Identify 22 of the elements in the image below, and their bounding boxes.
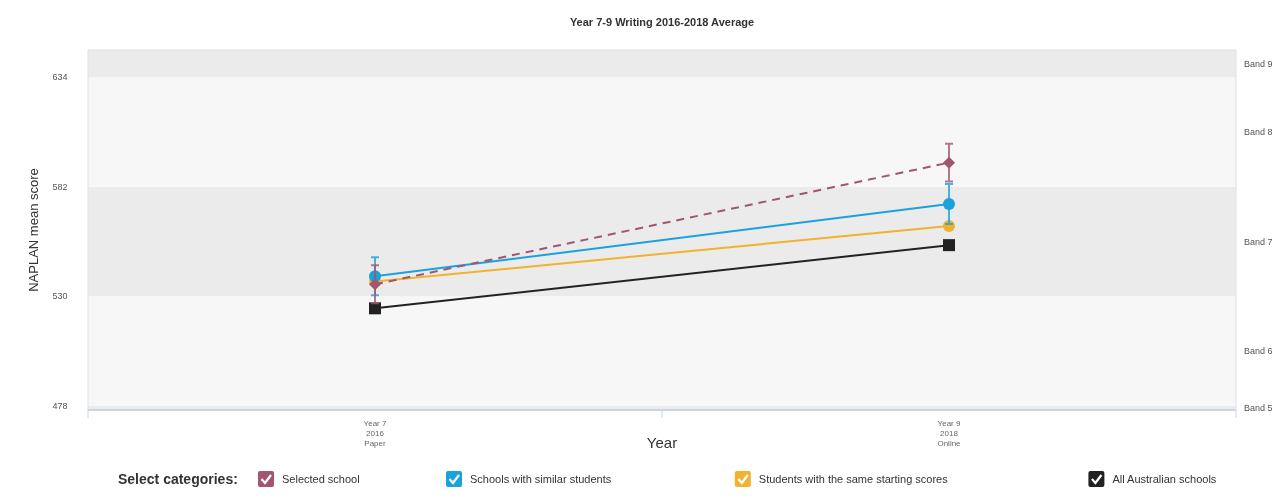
x-tick-label: Year 9 2018 Online: [937, 419, 962, 448]
legend-label: Students with the same starting scores: [758, 473, 949, 485]
band-label: Band 7: [1244, 236, 1273, 247]
legend-title: Select categories:: [118, 471, 238, 487]
point: [943, 156, 955, 169]
x-tick-label: Year 7 2016 Paper: [363, 419, 387, 448]
y-tick-label: 530: [52, 291, 68, 302]
point: [943, 239, 955, 252]
y-tick-label: 634: [52, 72, 68, 83]
band-label: Band 6: [1244, 346, 1273, 357]
x-axis-title: Year: [646, 434, 678, 451]
legend-label: All Australian schools: [1112, 473, 1217, 485]
band-label: Band 8: [1244, 127, 1273, 138]
y-axis-title: NAPLAN mean score: [26, 168, 41, 292]
legend-label: Schools with similar students: [470, 473, 612, 485]
chart-title: Year 7-9 Writing 2016-2018 Average: [569, 16, 755, 28]
point: [943, 197, 955, 210]
y-tick-label: 478: [52, 400, 68, 411]
legend-label: Selected school: [282, 473, 360, 485]
band-label: Band 9: [1244, 58, 1273, 69]
band-label: Band 5: [1244, 402, 1273, 413]
y-tick-label: 582: [52, 181, 68, 192]
